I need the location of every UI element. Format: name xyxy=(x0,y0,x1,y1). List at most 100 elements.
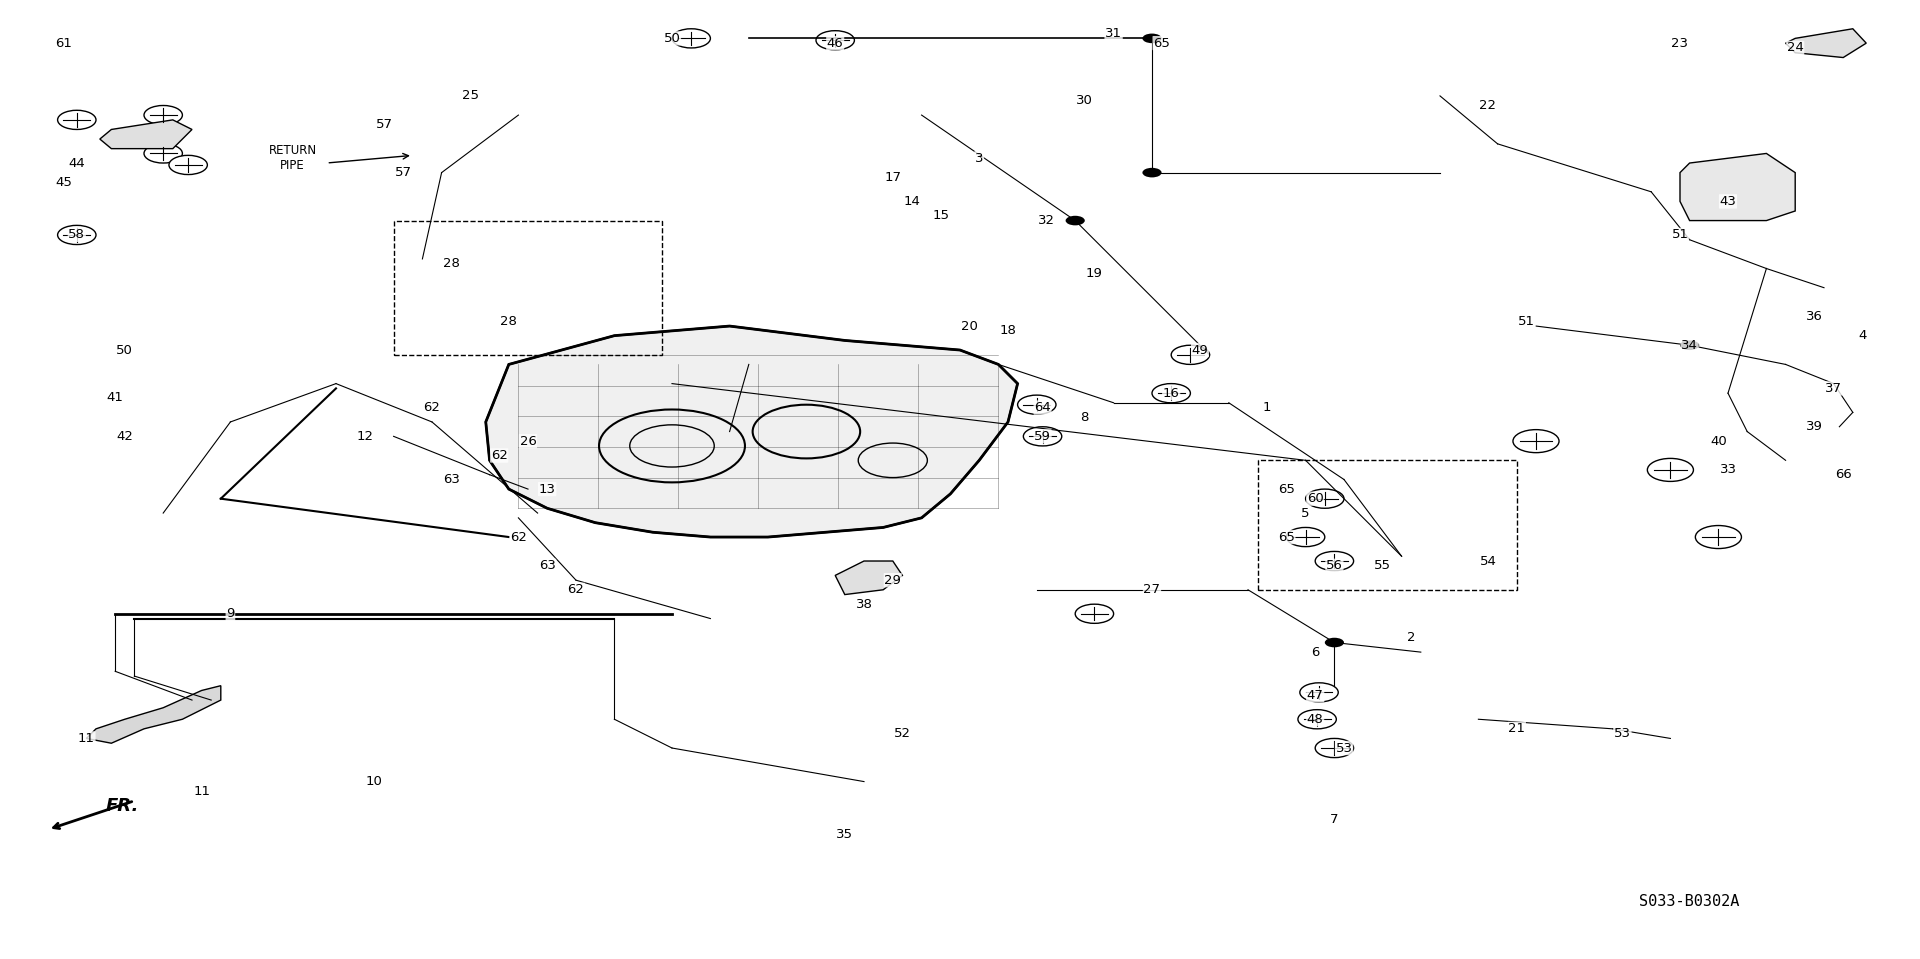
Text: 18: 18 xyxy=(1000,324,1016,338)
Text: 29: 29 xyxy=(885,573,900,587)
Text: 36: 36 xyxy=(1807,310,1822,323)
Text: 62: 62 xyxy=(568,583,584,596)
Text: 31: 31 xyxy=(1106,27,1121,40)
Circle shape xyxy=(1075,604,1114,623)
Text: 61: 61 xyxy=(56,36,71,50)
Text: 59: 59 xyxy=(1035,430,1050,443)
Circle shape xyxy=(1142,34,1162,43)
Text: 50: 50 xyxy=(664,32,680,45)
Text: 35: 35 xyxy=(837,828,852,841)
Text: 62: 62 xyxy=(492,449,507,462)
Text: S033-B0302A: S033-B0302A xyxy=(1640,894,1740,909)
Circle shape xyxy=(1306,489,1344,508)
Bar xyxy=(394,221,662,355)
Text: RETURN
PIPE: RETURN PIPE xyxy=(269,144,317,173)
Text: 9: 9 xyxy=(227,607,234,620)
Text: 24: 24 xyxy=(1788,41,1803,55)
Text: 63: 63 xyxy=(444,473,459,486)
Text: 15: 15 xyxy=(933,209,948,222)
Text: 33: 33 xyxy=(1720,463,1736,477)
Text: 5: 5 xyxy=(1302,506,1309,520)
Circle shape xyxy=(1171,345,1210,364)
Text: 40: 40 xyxy=(1711,434,1726,448)
Text: 19: 19 xyxy=(1087,267,1102,280)
Text: 32: 32 xyxy=(1039,214,1054,227)
Polygon shape xyxy=(835,561,902,595)
Circle shape xyxy=(169,155,207,175)
Text: 47: 47 xyxy=(1308,689,1323,702)
Circle shape xyxy=(1315,551,1354,571)
Circle shape xyxy=(1286,527,1325,547)
Text: 13: 13 xyxy=(540,482,555,496)
Text: 17: 17 xyxy=(885,171,900,184)
Circle shape xyxy=(1066,216,1085,225)
Text: 53: 53 xyxy=(1615,727,1630,740)
Text: 20: 20 xyxy=(962,319,977,333)
Circle shape xyxy=(1152,384,1190,403)
Polygon shape xyxy=(1786,29,1866,58)
Text: 26: 26 xyxy=(520,434,536,448)
Text: 1: 1 xyxy=(1263,401,1271,414)
Circle shape xyxy=(58,110,96,129)
Text: FR.: FR. xyxy=(106,797,138,814)
Text: 25: 25 xyxy=(463,89,478,103)
Text: 46: 46 xyxy=(828,36,843,50)
Text: 54: 54 xyxy=(1480,554,1496,568)
Text: 4: 4 xyxy=(1859,329,1866,342)
Text: 51: 51 xyxy=(1519,315,1534,328)
Text: 6: 6 xyxy=(1311,645,1319,659)
Text: 48: 48 xyxy=(1308,713,1323,726)
Text: 62: 62 xyxy=(424,401,440,414)
Circle shape xyxy=(1325,638,1344,647)
Text: 50: 50 xyxy=(117,343,132,357)
Text: 57: 57 xyxy=(396,166,411,179)
Text: 58: 58 xyxy=(69,228,84,242)
Text: 44: 44 xyxy=(69,156,84,170)
Text: 12: 12 xyxy=(357,430,372,443)
Text: 55: 55 xyxy=(1375,559,1390,573)
Text: 22: 22 xyxy=(1480,99,1496,112)
Text: 65: 65 xyxy=(1279,482,1294,496)
Circle shape xyxy=(1023,427,1062,446)
Text: 45: 45 xyxy=(56,175,71,189)
Text: 23: 23 xyxy=(1672,36,1688,50)
Text: 14: 14 xyxy=(904,195,920,208)
Text: 10: 10 xyxy=(367,775,382,788)
Text: 51: 51 xyxy=(1672,228,1688,242)
Polygon shape xyxy=(1680,153,1795,221)
Text: 65: 65 xyxy=(1279,530,1294,544)
Circle shape xyxy=(1018,395,1056,414)
Bar xyxy=(1258,460,1517,590)
Text: 63: 63 xyxy=(540,559,555,573)
Circle shape xyxy=(1513,430,1559,453)
Circle shape xyxy=(1695,526,1741,549)
Polygon shape xyxy=(100,120,192,149)
Text: 49: 49 xyxy=(1192,343,1208,357)
Circle shape xyxy=(1680,340,1699,350)
Circle shape xyxy=(1300,683,1338,702)
Text: 65: 65 xyxy=(1154,36,1169,50)
Circle shape xyxy=(816,31,854,50)
Text: 42: 42 xyxy=(117,430,132,443)
Circle shape xyxy=(672,29,710,48)
Text: 7: 7 xyxy=(1331,813,1338,827)
Text: 53: 53 xyxy=(1336,741,1352,755)
Circle shape xyxy=(1298,710,1336,729)
Circle shape xyxy=(1315,738,1354,758)
Text: 38: 38 xyxy=(856,597,872,611)
Text: 28: 28 xyxy=(444,257,459,270)
Text: 8: 8 xyxy=(1081,410,1089,424)
Circle shape xyxy=(144,105,182,125)
Text: 21: 21 xyxy=(1509,722,1524,736)
Text: 64: 64 xyxy=(1035,401,1050,414)
Polygon shape xyxy=(86,686,221,743)
Circle shape xyxy=(144,144,182,163)
Circle shape xyxy=(58,225,96,245)
Text: 34: 34 xyxy=(1682,339,1697,352)
Text: 30: 30 xyxy=(1077,94,1092,107)
Text: 41: 41 xyxy=(108,391,123,405)
Circle shape xyxy=(1142,168,1162,177)
Text: 56: 56 xyxy=(1327,559,1342,573)
Text: 11: 11 xyxy=(194,784,209,798)
Text: 28: 28 xyxy=(501,315,516,328)
